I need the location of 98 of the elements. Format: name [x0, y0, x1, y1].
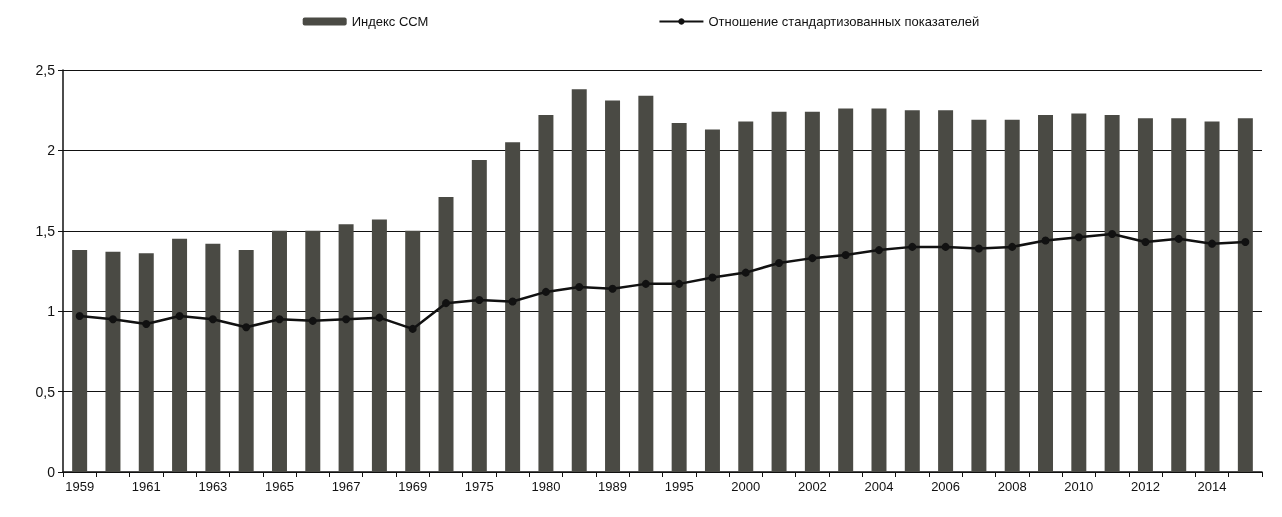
point — [708, 273, 717, 282]
point — [1041, 236, 1050, 245]
y-tick-label: 1 — [47, 303, 56, 320]
point — [142, 320, 151, 329]
point — [342, 315, 351, 324]
x-tick-label: 2008 — [997, 479, 1027, 494]
point — [508, 297, 517, 306]
point — [308, 316, 317, 325]
bar — [571, 89, 587, 472]
bar — [305, 230, 321, 472]
bar — [205, 243, 221, 472]
point — [1174, 234, 1183, 243]
bar — [1104, 115, 1120, 472]
x-tick-label: 2000 — [731, 479, 761, 494]
bar — [871, 108, 887, 472]
y-tick-label: 2 — [47, 142, 56, 159]
bar — [172, 238, 188, 472]
bar — [938, 110, 954, 472]
y-tick-label: 1,5 — [35, 222, 56, 239]
x-tick-label: 2012 — [1130, 479, 1160, 494]
bar — [1237, 118, 1253, 472]
x-tick-label: 2014 — [1197, 479, 1227, 494]
bar — [1137, 118, 1153, 472]
bar — [738, 121, 754, 472]
point — [108, 315, 117, 324]
point — [408, 324, 417, 333]
bar — [1204, 121, 1220, 472]
x-tick-label: 1965 — [265, 479, 294, 494]
point — [75, 312, 84, 321]
x-tick-label: 1995 — [664, 479, 694, 494]
point — [641, 279, 650, 288]
bar — [1071, 113, 1087, 472]
x-tick-label: 2004 — [864, 479, 894, 494]
bar — [471, 160, 487, 472]
bar — [1004, 119, 1020, 472]
x-tick-label: 1967 — [331, 479, 361, 494]
y-tick-label: 0,5 — [35, 383, 56, 400]
bar — [271, 230, 287, 472]
bar — [538, 115, 554, 472]
bar — [638, 95, 654, 472]
x-tick-label: 2006 — [931, 479, 961, 494]
y-tick-label: 2,5 — [35, 62, 56, 78]
bar — [804, 111, 820, 472]
bar — [105, 251, 121, 472]
bar — [904, 110, 920, 472]
x-tick-label: 1961 — [131, 479, 161, 494]
bar — [704, 129, 720, 472]
point — [974, 244, 983, 253]
point — [1008, 242, 1017, 251]
point — [575, 283, 584, 292]
bar — [438, 197, 454, 472]
point — [1141, 238, 1150, 247]
point — [1208, 239, 1217, 248]
x-tick-label: 1980 — [531, 479, 561, 494]
point — [808, 254, 817, 263]
x-tick-label: 1975 — [464, 479, 494, 494]
bar — [1038, 115, 1054, 472]
bar — [72, 250, 88, 472]
x-tick-label: 2010 — [1064, 479, 1094, 494]
legend-label: Индекс ССМ — [351, 14, 429, 29]
point — [175, 312, 184, 321]
bar — [505, 142, 521, 472]
point — [874, 246, 883, 255]
point — [275, 315, 284, 324]
x-tick-label: 1959 — [65, 479, 95, 494]
point — [775, 258, 784, 267]
point — [741, 268, 750, 277]
point — [475, 295, 484, 304]
x-tick-label: 1963 — [198, 479, 228, 494]
bar — [1171, 118, 1187, 472]
point — [242, 323, 251, 332]
point — [841, 250, 850, 259]
point — [375, 313, 384, 322]
bar — [605, 100, 621, 472]
point — [941, 242, 950, 251]
y-tick-label: 0 — [47, 464, 56, 480]
bar — [671, 123, 687, 472]
legend-label: Отношение стандартизованных показателей — [708, 14, 980, 29]
x-tick-label: 2002 — [797, 479, 827, 494]
bar — [771, 111, 787, 472]
point — [908, 242, 917, 251]
bar — [371, 219, 387, 472]
point — [608, 284, 617, 293]
x-tick-label: 1969 — [398, 479, 428, 494]
bar — [138, 253, 154, 472]
x-tick-label: 1989 — [598, 479, 627, 494]
bar — [405, 230, 421, 472]
bar — [238, 250, 254, 472]
point — [1241, 238, 1250, 247]
point — [1074, 233, 1083, 242]
point — [208, 315, 217, 324]
bar — [338, 224, 354, 472]
point — [442, 299, 451, 308]
point — [675, 279, 684, 288]
point — [1108, 230, 1117, 239]
bar — [971, 119, 987, 472]
point — [541, 287, 550, 296]
bar — [838, 108, 854, 472]
